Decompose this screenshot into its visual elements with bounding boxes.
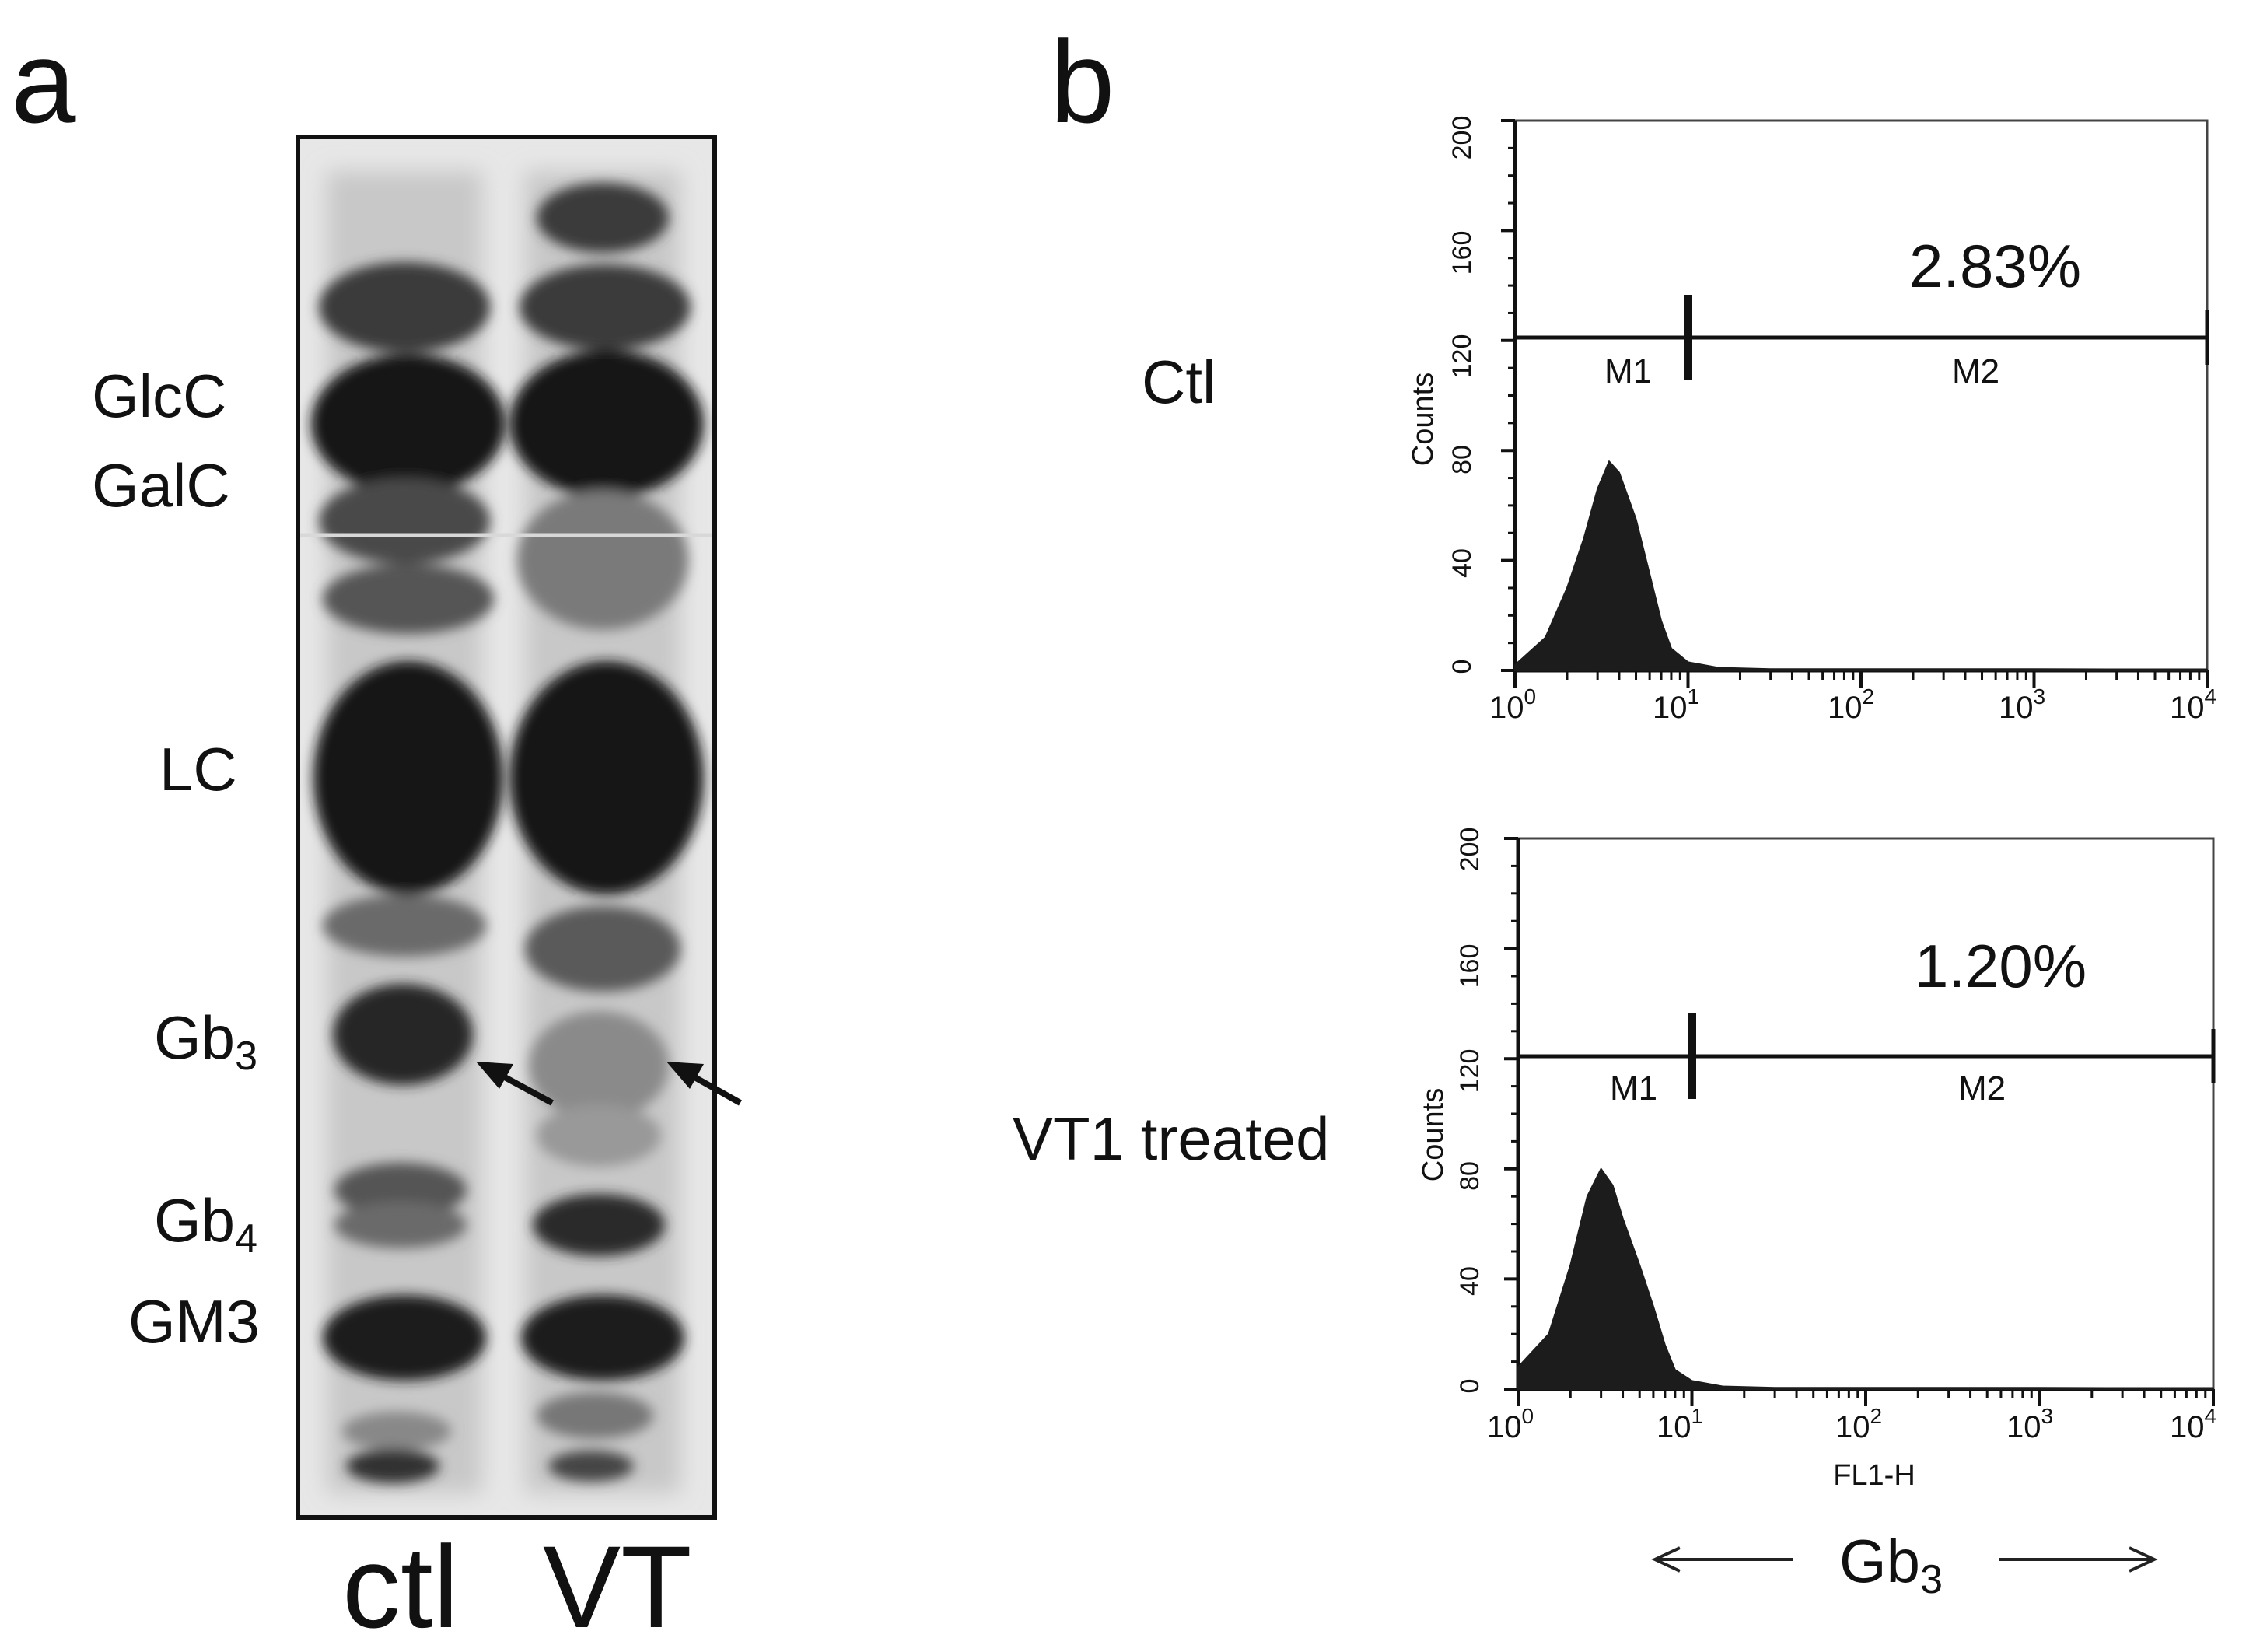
lane-ctl-bands bbox=[311, 262, 506, 1483]
xtick-vt1-1e4: 104 bbox=[2169, 1404, 2217, 1444]
marker-m1-vt1: M1 bbox=[1610, 1069, 1658, 1108]
xtick-ctl-1e4: 104 bbox=[2169, 684, 2217, 725]
xtick-ctl-1e2: 102 bbox=[1827, 684, 1875, 725]
lane-label-vt: VT bbox=[543, 1521, 692, 1652]
row-label-ctl: Ctl bbox=[1142, 348, 1216, 416]
band-label-glcc: GlcC bbox=[92, 362, 227, 430]
marker-m2-vt1: M2 bbox=[1958, 1069, 2006, 1108]
marker-m2-ctl: M2 bbox=[1952, 352, 2000, 390]
marker-m1-ctl: M1 bbox=[1604, 352, 1653, 390]
xtick-ctl-1e3: 103 bbox=[1998, 684, 2046, 725]
band-label-gm3: GM3 bbox=[128, 1287, 261, 1356]
band-label-galc: GalC bbox=[92, 451, 230, 520]
xtick-vt1-1e1: 101 bbox=[1656, 1404, 1704, 1444]
band-label-gb3: Gb3 bbox=[154, 1003, 257, 1079]
xtick-vt1-1e0: 100 bbox=[1486, 1404, 1534, 1444]
arrow-ctl-gb3 bbox=[476, 1062, 554, 1106]
arrow-vt-gb3 bbox=[666, 1062, 742, 1106]
panel-b-letter: b bbox=[1050, 16, 1115, 147]
xtick-vt1-1e3: 103 bbox=[2006, 1404, 2054, 1444]
histogram-area bbox=[1517, 1167, 2214, 1390]
xtick-vt1-1e2: 102 bbox=[1835, 1404, 1883, 1444]
lane-label-ctl: ctl bbox=[342, 1521, 459, 1652]
band-label-gb4: Gb4 bbox=[154, 1186, 257, 1262]
percent-vt1-m2: 1.20% bbox=[1915, 932, 2087, 1000]
panel-a-letter: a bbox=[11, 16, 76, 147]
xtick-ctl-1e0: 100 bbox=[1489, 684, 1537, 725]
xtick-ctl-1e1: 101 bbox=[1652, 684, 1700, 725]
row-label-vt1-treated: VT1 treated bbox=[1013, 1104, 1330, 1173]
band-label-lc: LC bbox=[159, 735, 237, 803]
histogram-area bbox=[1514, 460, 2208, 671]
lane-vt-bands bbox=[509, 183, 704, 1482]
axis-caption-gb3: Gb3 bbox=[1839, 1527, 1943, 1602]
xlabel-vt1: FL1-H bbox=[1833, 1459, 1915, 1492]
percent-ctl-m2: 2.83% bbox=[1909, 232, 2082, 300]
